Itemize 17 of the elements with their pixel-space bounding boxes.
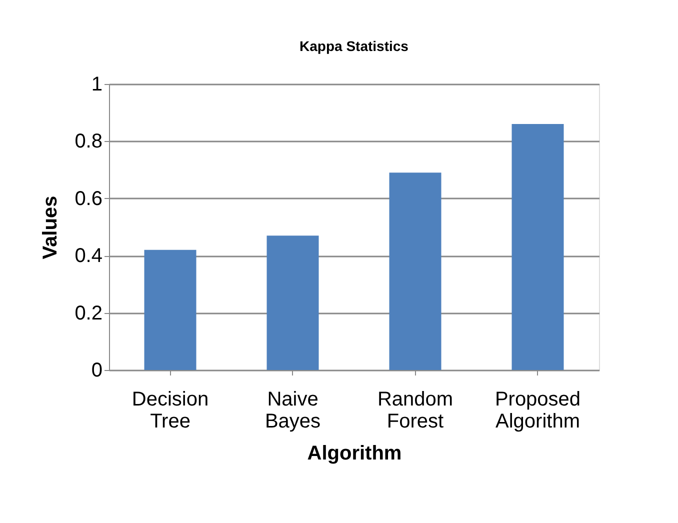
chart-title: Kappa Statistics — [300, 38, 409, 54]
x-axis-title: Algorithm — [307, 442, 402, 464]
bar — [512, 124, 564, 370]
y-tick-label: 0.4 — [74, 245, 102, 268]
x-tick-label: Proposed Algorithm — [494, 388, 581, 432]
x-tick-label: Naive Bayes — [264, 388, 321, 432]
y-tick-label: 0 — [91, 360, 102, 382]
y-tick-label: 1 — [91, 74, 102, 96]
y-tick-label: 0.6 — [74, 188, 102, 210]
y-tick-label: 0.8 — [74, 130, 102, 153]
x-tick-label: Random Forest — [377, 388, 454, 432]
bar — [389, 172, 442, 370]
x-tick-label: Decision Tree — [132, 388, 209, 432]
y-tick-label: 0.2 — [74, 302, 102, 324]
y-axis-title: Values — [40, 196, 62, 260]
bar — [266, 236, 319, 370]
bar — [144, 250, 196, 370]
